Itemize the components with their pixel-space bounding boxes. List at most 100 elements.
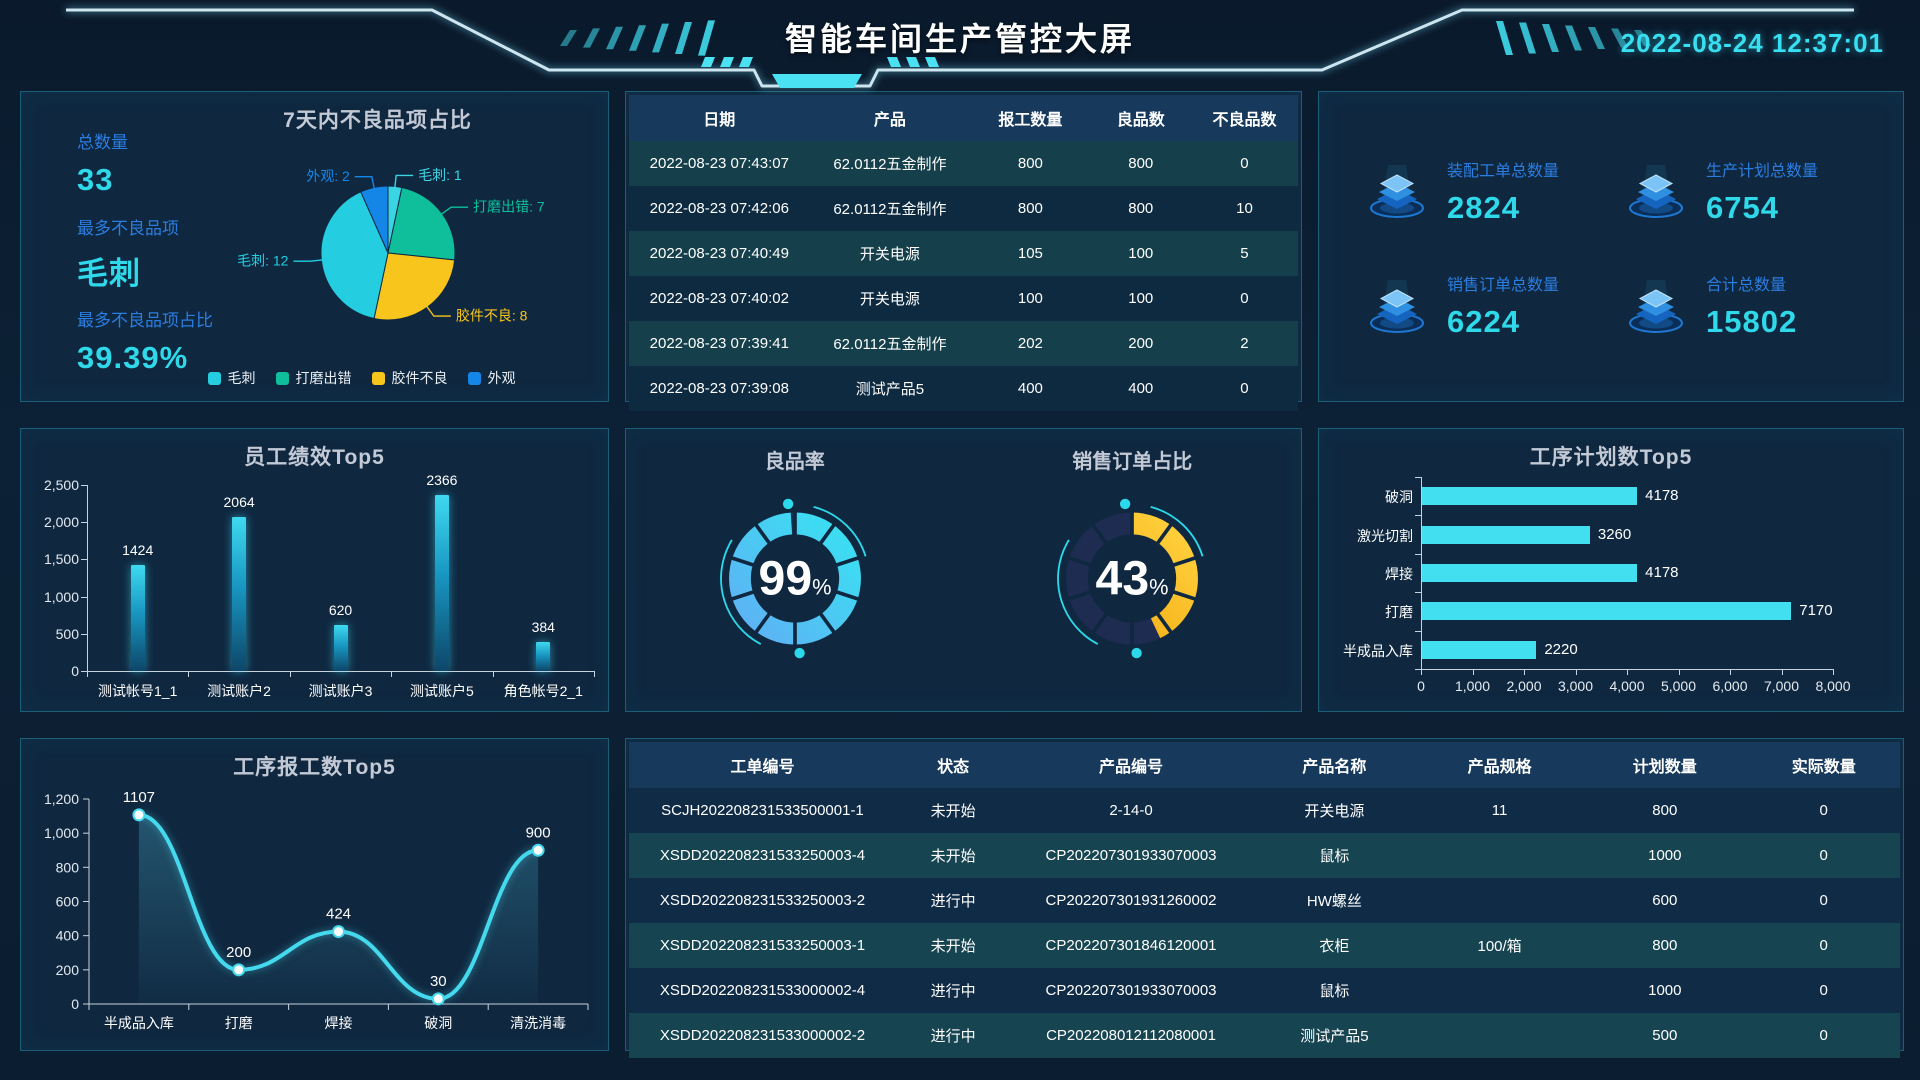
table-cell: 进行中 <box>930 893 976 910</box>
tick <box>1730 669 1731 675</box>
table-cell: 未开始 <box>930 848 976 865</box>
tick <box>1415 515 1421 517</box>
axis-label: 0 <box>71 663 79 679</box>
table-row: 2022-08-23 07:40:02 开关电源 100 100 0 <box>629 276 1298 321</box>
stat-label: 最多不良品项占比 <box>77 311 213 330</box>
legend-item[interactable]: 毛刺 <box>207 368 256 388</box>
chart-legend: 毛刺 打磨出错 胶件不良 外观 <box>161 368 562 388</box>
table-cell: 进行中 <box>930 1028 976 1045</box>
column-header: 产品 <box>809 95 971 141</box>
axis-label: 半成品入库 <box>1343 642 1413 659</box>
table-cell: 0 <box>1240 380 1249 397</box>
gauge-title: 销售订单占比 <box>1072 451 1193 473</box>
total-card: 生产计划总数量 6754 <box>1624 134 1883 249</box>
table-row: 2022-08-23 07:43:07 62.0112五金制作 800 800 0 <box>629 141 1298 186</box>
tick <box>81 596 87 598</box>
axis-label: 破洞 <box>1385 489 1413 506</box>
gauge-divider <box>1067 590 1092 601</box>
table-cell: 进行中 <box>930 983 976 1000</box>
legend-item[interactable]: 打磨出错 <box>275 368 352 388</box>
table-cell: 未开始 <box>930 803 976 820</box>
dashboard-grid: 7天内不良品项占比 总数量 33 最多不良品项 毛刺 最多不良品项占比 39.3… <box>0 91 1920 1058</box>
table-cell: 2 <box>1240 335 1249 352</box>
gauge-divider <box>753 612 771 634</box>
table-cell: 600 <box>1652 892 1678 909</box>
legend-label: 打磨出错 <box>295 370 352 386</box>
value-label: 2064 <box>223 494 255 511</box>
gauge-value: 99% <box>758 552 831 606</box>
axis-label: 500 <box>55 625 79 642</box>
table-cell: HW螺丝 <box>1306 893 1362 910</box>
bar-chart: 0 500 1,000 1,500 2,000 2,500 1424 测试帐号1_1 2064 测… <box>21 429 608 711</box>
table-cell: 5 <box>1240 245 1249 262</box>
decor-dot <box>1131 647 1142 659</box>
axis-label: 1,000 <box>44 825 79 841</box>
gauge-divider <box>835 556 860 567</box>
table-cell: 62.0112五金制作 <box>833 336 947 353</box>
table-cell: 2022-08-23 07:39:08 <box>649 380 789 397</box>
center-bar <box>772 74 862 88</box>
table-cell: 800 <box>1017 155 1043 172</box>
header: 智能车间生产管控大屏 2022-08-24 12:37:01 <box>0 0 1920 91</box>
value-label: 2220 <box>1544 640 1578 658</box>
column-header: 不良品数 <box>1190 95 1298 141</box>
tick <box>289 671 291 677</box>
column-header: 产品名称 <box>1251 742 1417 788</box>
legend-swatch <box>275 371 289 385</box>
column-header: 报工数量 <box>970 95 1091 141</box>
column-header: 产品编号 <box>1010 742 1252 788</box>
decor-arc <box>1057 503 1208 654</box>
legend-swatch <box>207 371 221 385</box>
stat-label: 最多不良品项 <box>77 219 179 238</box>
table-cell: 2-14-0 <box>1109 802 1153 819</box>
table-cell: CP202207301931260002 <box>1045 892 1217 909</box>
table-cell: 2022-08-23 07:40:02 <box>649 290 789 307</box>
gauge-divider <box>1067 556 1092 567</box>
axis-label: 8,000 <box>1815 678 1851 694</box>
panel-report-table: 日期 产品 报工数量 良品数 不良品数 2022-08-23 07:43:07 62.011… <box>625 91 1302 411</box>
pie-label: 胶件不良: 8 <box>456 308 528 324</box>
gauge-sales-ratio: 销售订单占比 43% <box>964 429 1302 711</box>
panel-totals: 装配工单总数量 2824 生产计划总数量 6754 销售订单总数量 6224 合… <box>1318 91 1904 402</box>
table-cell: 100/箱 <box>1477 938 1522 955</box>
column-header: 良品数 <box>1090 95 1191 141</box>
table-cell: 0 <box>1819 847 1828 864</box>
card-value: 6754 <box>1706 189 1779 225</box>
value-label: 200 <box>226 944 251 961</box>
table-cell: 100 <box>1128 245 1154 262</box>
gauge-divider <box>818 612 836 634</box>
data-point <box>531 843 545 857</box>
legend-item[interactable]: 外观 <box>467 368 516 388</box>
table-cell: CP202207301933070003 <box>1045 982 1217 999</box>
table-cell: 62.0112五金制作 <box>833 156 947 173</box>
value-label: 1424 <box>122 542 154 559</box>
decor-arc <box>1057 503 1208 654</box>
label-line <box>426 305 451 317</box>
table-cell: 800 <box>1128 200 1154 217</box>
gauge-divider <box>1091 612 1109 634</box>
table-cell: XSDD202208231533000002-4 <box>659 982 866 999</box>
table-row: SCJH202208231533500001-1 未开始 2-14-0 开关电源 11 8… <box>629 788 1900 833</box>
table-cell: CP202208012112080001 <box>1046 1027 1216 1044</box>
column-header: 日期 <box>629 95 810 141</box>
tick <box>1781 669 1783 675</box>
gauge-chart: 43% <box>1057 498 1208 659</box>
gauge-divider <box>818 523 836 545</box>
table-row: XSDD202208231533000002-4 进行中 CP20220730193… <box>629 968 1900 1013</box>
table-cell: 202 <box>1017 335 1043 352</box>
table-cell: 62.0112五金制作 <box>833 201 947 218</box>
table-cell <box>1417 878 1582 923</box>
axis-label: 打磨 <box>225 1015 253 1031</box>
table-cell: 2022-08-23 07:43:07 <box>649 155 789 172</box>
bar <box>1422 487 1638 506</box>
bar <box>130 565 145 671</box>
table-cell: 800 <box>1652 937 1678 954</box>
table-cell: XSDD202208231533250003-2 <box>659 892 866 909</box>
table-row: XSDD202208231533250003-4 未开始 CP20220730193… <box>629 833 1900 878</box>
tick <box>1415 630 1421 632</box>
decor-arc <box>719 503 870 654</box>
axis-label: 200 <box>56 962 80 978</box>
tick <box>1833 669 1834 675</box>
legend-item[interactable]: 胶件不良 <box>371 368 448 388</box>
axis-label: 600 <box>56 894 80 910</box>
